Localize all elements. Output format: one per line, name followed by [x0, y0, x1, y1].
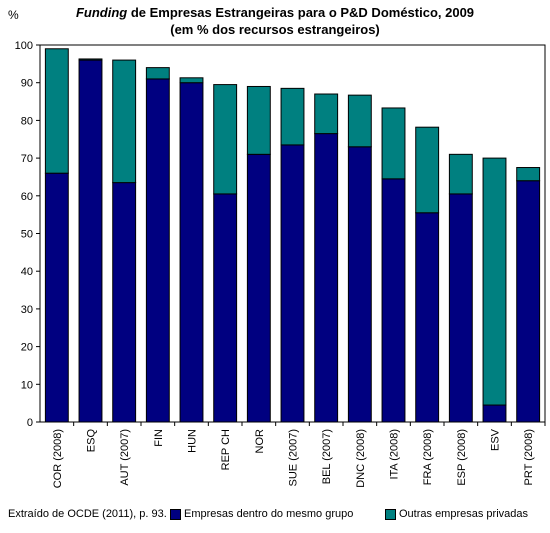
y-tick-label: 80: [21, 115, 33, 127]
bar-same-group-13: [482, 404, 507, 423]
x-tick-label: COR (2008): [52, 429, 64, 488]
x-tick-label: FIN: [153, 429, 165, 447]
legend-swatch-series-1: [170, 508, 181, 520]
legend-item-series-1: Empresas dentro do mesmo grupo: [170, 508, 353, 520]
bar-same-group-2: [112, 182, 137, 423]
legend-label-series-1: Empresas dentro do mesmo grupo: [184, 508, 354, 520]
y-tick-label: 0: [27, 417, 33, 429]
x-tick-label: ESP (2008): [456, 429, 468, 486]
bar-other-private-7: [280, 87, 305, 146]
x-tick-label: DNC (2008): [355, 429, 367, 488]
bar-other-private-14: [516, 167, 541, 182]
bar-same-group-11: [415, 212, 440, 423]
x-tick-label: ITA (2008): [389, 429, 401, 480]
bar-same-group-8: [314, 133, 339, 423]
bar-same-group-10: [381, 178, 406, 423]
y-tick-label: 10: [21, 379, 33, 391]
bar-other-private-3: [145, 67, 170, 80]
x-tick-label: NOR: [254, 429, 266, 454]
x-tick-label: ESQ: [86, 429, 98, 453]
y-tick-label: 50: [21, 229, 33, 241]
x-tick-label: BEL (2007): [321, 429, 333, 484]
chart-title-rest: de Empresas Estrangeiras para o P&D Domé…: [127, 5, 475, 20]
legend-swatch-series-2: [385, 508, 396, 520]
y-tick-label: 20: [21, 342, 33, 354]
bar-same-group-1: [78, 59, 103, 423]
bar-same-group-9: [347, 146, 372, 423]
bar-same-group-7: [280, 144, 305, 423]
chart-subtitle: (em % dos recursos estrangeiros): [170, 22, 380, 37]
bar-other-private-2: [112, 59, 137, 184]
x-tick-label: AUT (2007): [119, 429, 131, 486]
y-tick-label: 40: [21, 266, 33, 278]
bar-other-private-10: [381, 107, 406, 180]
bar-other-private-5: [213, 84, 238, 195]
bar-same-group-0: [44, 172, 69, 423]
bar-other-private-11: [415, 126, 440, 214]
bar-other-private-12: [448, 153, 473, 195]
bar-other-private-4: [179, 77, 204, 84]
y-tick-label: 60: [21, 191, 33, 203]
bar-same-group-5: [213, 193, 238, 423]
y-tick-label: 90: [21, 78, 33, 90]
chart-title: Funding de Empresas Estrangeiras para o …: [0, 4, 550, 38]
y-tick-label: 70: [21, 153, 33, 165]
x-tick-label: SUE (2007): [288, 429, 300, 486]
source-note: Extraído de OCDE (2011), p. 93.: [8, 508, 167, 520]
legend-item-series-2: Outras empresas privadas: [385, 508, 528, 520]
bar-other-private-1: [78, 58, 103, 61]
bar-same-group-14: [516, 180, 541, 423]
bar-other-private-9: [347, 94, 372, 148]
bar-same-group-6: [246, 153, 271, 423]
x-tick-label: ESV: [490, 428, 502, 451]
y-axis-unit-label: %: [8, 8, 19, 22]
bar-other-private-0: [44, 48, 69, 174]
y-tick-label: 30: [21, 304, 33, 316]
x-tick-label: FRA (2008): [422, 429, 434, 485]
bar-same-group-12: [448, 193, 473, 423]
bar-other-private-6: [246, 85, 271, 155]
x-tick-label: REP CH: [220, 429, 232, 470]
bar-same-group-4: [179, 82, 204, 423]
bar-other-private-13: [482, 157, 507, 406]
legend-label-series-2: Outras empresas privadas: [399, 508, 528, 520]
y-tick-label: 100: [15, 40, 33, 52]
chart-title-italic: Funding: [75, 5, 128, 20]
bar-same-group-3: [145, 78, 170, 423]
x-tick-label: PRT (2008): [523, 429, 535, 485]
x-tick-label: HUN: [187, 429, 199, 453]
bar-other-private-8: [314, 93, 339, 135]
